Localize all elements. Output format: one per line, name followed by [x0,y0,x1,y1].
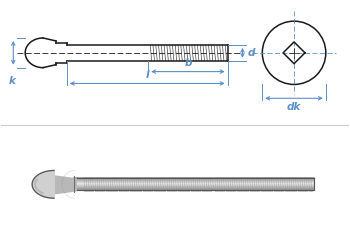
Text: d: d [247,48,255,58]
Text: k: k [9,76,16,86]
Polygon shape [32,170,54,198]
Text: dk: dk [287,102,301,112]
Text: b: b [184,58,191,68]
Text: l: l [146,70,149,80]
